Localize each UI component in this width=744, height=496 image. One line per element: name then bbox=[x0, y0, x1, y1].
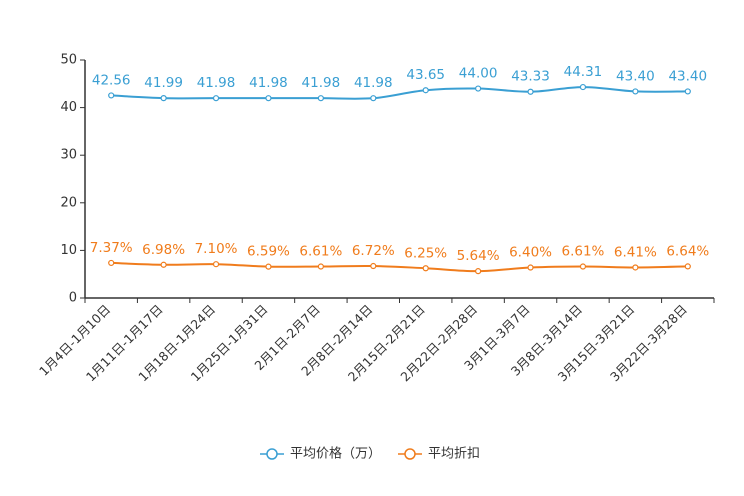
data-label: 43.40 bbox=[616, 68, 655, 84]
data-point bbox=[422, 265, 429, 272]
data-point bbox=[160, 95, 167, 102]
data-point bbox=[579, 83, 587, 91]
data-point bbox=[684, 263, 691, 270]
legend-item-avg-discount[interactable]: 平均折扣 bbox=[398, 447, 480, 462]
data-label: 41.98 bbox=[302, 75, 341, 91]
data-label: 6.61% bbox=[562, 244, 605, 260]
data-point bbox=[684, 88, 691, 95]
y-tick-label: 0 bbox=[69, 291, 77, 306]
y-tick-label: 20 bbox=[60, 195, 77, 210]
data-label: 43.33 bbox=[511, 69, 550, 85]
data-label: 41.98 bbox=[249, 75, 288, 91]
legend-label: 平均折扣 bbox=[428, 447, 480, 462]
chart-legend[interactable]: 平均价格（万） 平均折扣 bbox=[260, 446, 480, 462]
data-label: 6.25% bbox=[404, 245, 447, 261]
data-label: 41.98 bbox=[354, 75, 393, 91]
y-tick-label: 10 bbox=[60, 243, 77, 258]
data-point bbox=[475, 268, 482, 275]
data-label: 43.40 bbox=[668, 68, 707, 84]
data-point bbox=[527, 264, 534, 271]
series-line bbox=[111, 261, 688, 273]
data-point bbox=[317, 263, 324, 270]
data-point bbox=[265, 263, 272, 270]
data-point bbox=[475, 85, 482, 92]
legend-item-avg-price[interactable]: 平均价格（万） bbox=[260, 446, 381, 462]
data-label: 43.65 bbox=[406, 67, 445, 83]
data-point bbox=[370, 95, 377, 102]
data-point bbox=[317, 95, 324, 102]
data-label: 42.56 bbox=[92, 72, 131, 88]
data-point bbox=[579, 263, 587, 270]
series-layer: 42.56 41.99 41.98 41.98 41.98 41.98 43.65 44.00… bbox=[90, 64, 709, 275]
series-avg-price: 42.56 41.99 41.98 41.98 41.98 41.98 43.65 44.00… bbox=[92, 64, 707, 102]
data-label: 41.98 bbox=[197, 75, 236, 91]
legend-marker-icon bbox=[404, 448, 416, 460]
data-label: 44.31 bbox=[564, 64, 603, 80]
legend-label: 平均价格（万） bbox=[290, 446, 381, 462]
data-label: 44.00 bbox=[459, 66, 498, 82]
data-point bbox=[160, 261, 167, 268]
series-line bbox=[111, 86, 688, 100]
y-tick-label: 30 bbox=[60, 148, 77, 163]
data-point bbox=[422, 87, 429, 94]
y-tick-label: 40 bbox=[60, 100, 77, 115]
chart-axes: 010203040501月4日-1月10日1月11日-1月17日1月18日-1月… bbox=[36, 53, 715, 384]
data-label: 6.40% bbox=[509, 245, 552, 261]
data-label: 6.61% bbox=[299, 244, 342, 260]
data-point bbox=[108, 92, 115, 99]
data-point bbox=[632, 264, 639, 271]
y-tick-label: 50 bbox=[60, 53, 77, 68]
data-label: 7.10% bbox=[195, 241, 238, 257]
data-label: 5.64% bbox=[457, 248, 500, 264]
data-label: 7.37% bbox=[90, 240, 133, 256]
data-point bbox=[265, 95, 272, 102]
data-point bbox=[108, 259, 115, 267]
data-point bbox=[632, 88, 639, 95]
data-label: 41.99 bbox=[144, 75, 183, 91]
data-label: 6.72% bbox=[352, 243, 395, 259]
data-label: 6.64% bbox=[666, 243, 709, 259]
data-point bbox=[212, 95, 220, 102]
data-label: 6.41% bbox=[614, 244, 657, 260]
series-avg-discount: 7.37% 6.98% 7.10% 6.59% 6.61% 6.72% 6.25% 5.64%… bbox=[90, 240, 709, 275]
legend-marker-icon bbox=[266, 448, 278, 460]
data-label: 6.59% bbox=[247, 244, 290, 260]
data-point bbox=[527, 88, 534, 95]
data-point bbox=[370, 262, 377, 270]
data-point bbox=[212, 261, 220, 268]
data-label: 6.98% bbox=[142, 242, 185, 258]
